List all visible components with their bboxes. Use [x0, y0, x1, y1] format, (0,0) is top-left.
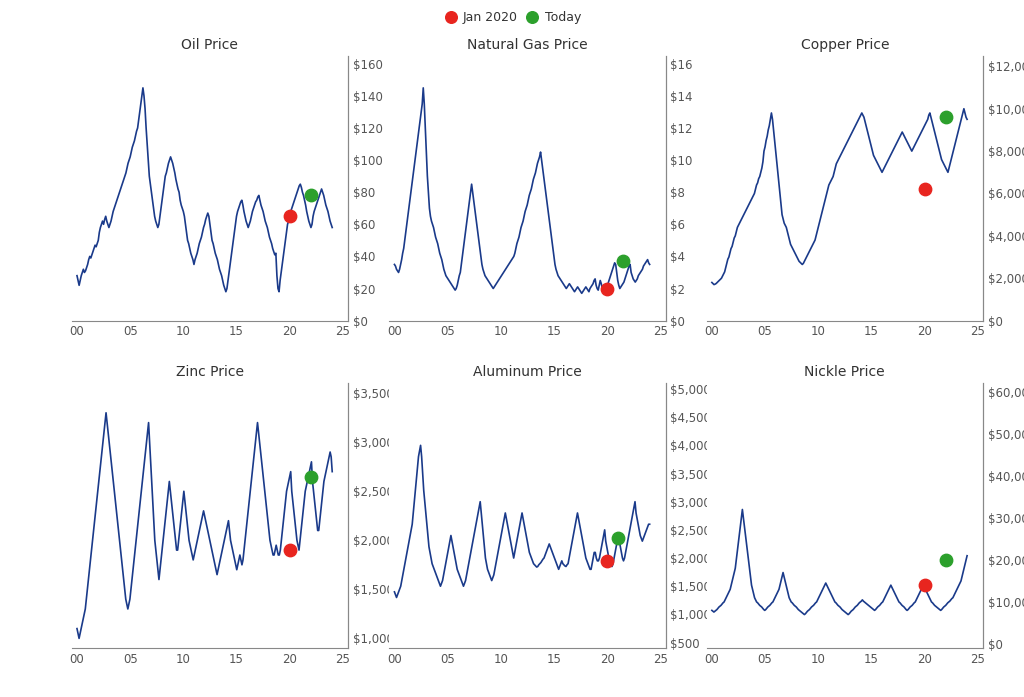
Point [609, 533, 626, 544]
Point [614, 256, 631, 267]
Point [303, 471, 319, 482]
Title: Zinc Price: Zinc Price [176, 365, 244, 379]
Title: Oil Price: Oil Price [181, 38, 239, 52]
Point [303, 190, 319, 201]
Title: Nickle Price: Nickle Price [805, 365, 885, 379]
Point [916, 580, 933, 591]
Text: Jan 2020: Jan 2020 [463, 11, 518, 24]
Point [282, 544, 298, 556]
Point [938, 554, 954, 565]
Title: Aluminum Price: Aluminum Price [473, 365, 582, 379]
Title: Copper Price: Copper Price [801, 38, 889, 52]
Text: Today: Today [545, 11, 582, 24]
Point [938, 112, 954, 123]
Point [282, 210, 298, 222]
Point [599, 283, 615, 294]
Title: Natural Gas Price: Natural Gas Price [467, 38, 588, 52]
Point [599, 556, 615, 567]
Point [916, 184, 933, 195]
